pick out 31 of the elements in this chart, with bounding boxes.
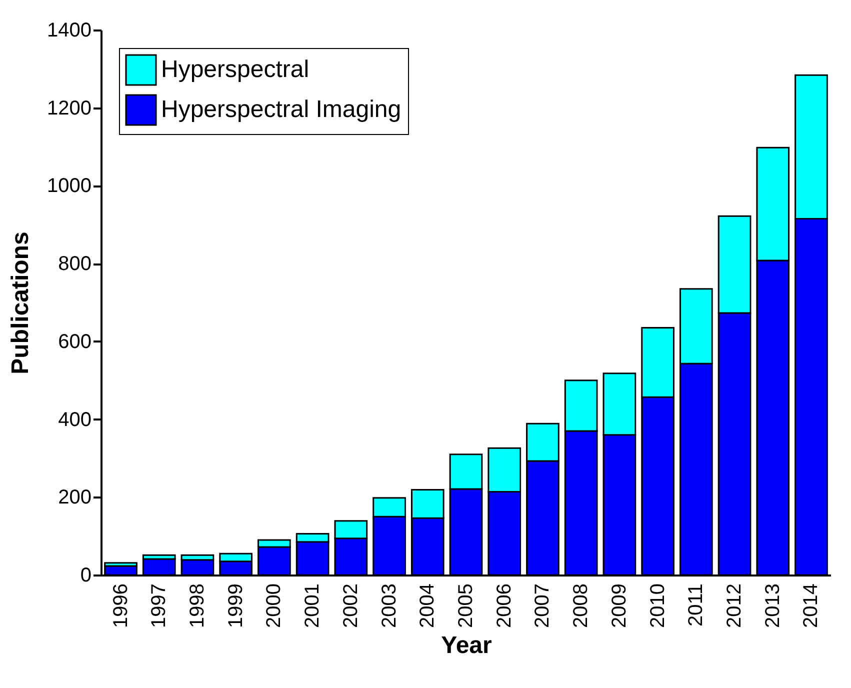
x-tick-label: 2011 (685, 584, 708, 627)
y-tick-label: 800 (58, 253, 92, 276)
x-tick-label: 1999 (224, 584, 247, 628)
y-axis-title: Publications (7, 232, 34, 374)
x-tick-label: 2006 (493, 584, 516, 628)
y-tick-label: 1000 (47, 175, 92, 198)
x-tick-label: 2007 (532, 584, 554, 628)
y-tick-label: 1400 (47, 20, 92, 42)
y-tick-label: 0 (80, 564, 92, 586)
x-tick-label: 2008 (570, 584, 592, 628)
x-tick-label: 2009 (608, 584, 630, 628)
x-tick-label: 2014 (800, 584, 822, 628)
legend-label: Hyperspectral (161, 56, 310, 83)
x-tick-label: 2000 (263, 584, 286, 628)
x-tick-label: 2005 (455, 584, 477, 628)
y-tick-label: 400 (58, 408, 92, 431)
y-tick-label: 1200 (47, 97, 92, 120)
y-tick-label: 600 (58, 330, 92, 353)
x-tick-label: 1997 (148, 584, 170, 628)
x-tick-label: 2010 (646, 584, 669, 628)
x-tick-label: 2013 (762, 584, 784, 628)
x-tick-label: 1998 (186, 584, 208, 628)
x-tick-label: 2012 (724, 584, 746, 628)
x-tick-label: 2004 (416, 584, 439, 628)
legend-label: Hyperspectral Imaging (161, 96, 402, 123)
y-tick-label: 200 (58, 486, 92, 509)
x-tick-label: 2001 (302, 584, 324, 628)
x-axis-title: Year (441, 632, 492, 659)
x-tick-label: 2003 (378, 584, 400, 628)
x-tick-label: 2002 (340, 584, 362, 628)
x-tick-label: 1996 (110, 584, 132, 628)
